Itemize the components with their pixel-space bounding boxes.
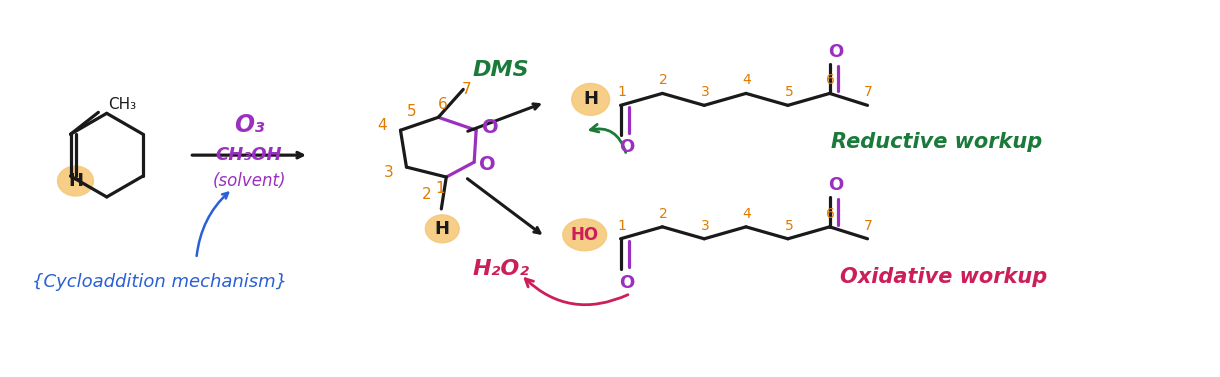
Text: 1: 1 — [617, 86, 626, 100]
Text: 6: 6 — [826, 207, 836, 221]
Text: O: O — [482, 118, 499, 137]
Text: 3: 3 — [700, 86, 710, 100]
Text: {Cycloaddition mechanism}: {Cycloaddition mechanism} — [32, 273, 287, 291]
Text: H: H — [583, 90, 598, 108]
Text: O₃: O₃ — [234, 113, 265, 137]
Text: O: O — [619, 274, 634, 291]
Text: 2: 2 — [659, 207, 667, 221]
Text: 6: 6 — [438, 97, 448, 112]
Text: 3: 3 — [383, 165, 393, 179]
Ellipse shape — [57, 166, 94, 196]
Text: 5: 5 — [406, 104, 416, 120]
Text: CH₃: CH₃ — [109, 97, 137, 112]
Text: HO: HO — [571, 226, 599, 244]
Text: H: H — [68, 172, 83, 190]
Ellipse shape — [562, 219, 606, 251]
Text: Oxidative workup: Oxidative workup — [839, 267, 1047, 287]
Text: Reductive workup: Reductive workup — [831, 132, 1042, 152]
FancyArrowPatch shape — [525, 279, 628, 305]
Text: 2: 2 — [659, 74, 667, 87]
Text: 4: 4 — [378, 118, 388, 133]
Text: 5: 5 — [784, 219, 793, 233]
Ellipse shape — [572, 83, 610, 115]
Ellipse shape — [426, 215, 459, 243]
Text: 4: 4 — [743, 207, 752, 221]
Text: O: O — [828, 43, 843, 61]
FancyArrowPatch shape — [590, 124, 626, 152]
Text: H: H — [434, 220, 450, 238]
Text: 3: 3 — [700, 219, 710, 233]
Text: 2: 2 — [422, 187, 431, 202]
Text: 7: 7 — [864, 219, 872, 233]
Text: O: O — [828, 176, 843, 194]
Text: 4: 4 — [743, 74, 752, 87]
Text: 6: 6 — [826, 74, 836, 87]
Text: CH₃OH: CH₃OH — [216, 146, 283, 164]
Text: 1: 1 — [617, 219, 626, 233]
Text: 5: 5 — [784, 86, 793, 100]
Text: 1: 1 — [436, 181, 445, 196]
Text: H₂O₂: H₂O₂ — [472, 259, 529, 279]
Text: O: O — [619, 138, 634, 156]
Text: O: O — [478, 155, 495, 173]
Text: 7: 7 — [864, 86, 872, 100]
Text: DMS: DMS — [472, 60, 529, 80]
Text: (solvent): (solvent) — [212, 172, 285, 190]
Text: 7: 7 — [461, 82, 471, 97]
